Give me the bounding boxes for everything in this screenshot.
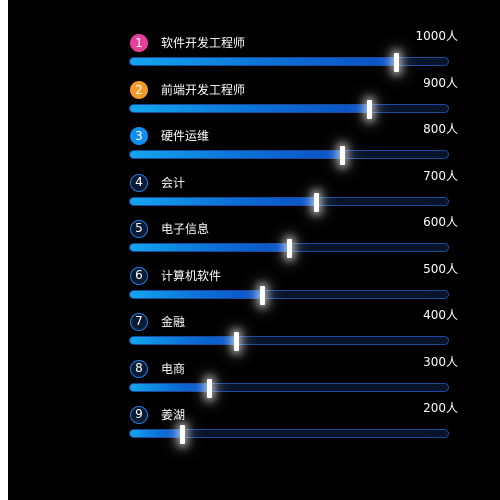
rank-badge: 2 <box>130 80 148 99</box>
bar-track <box>129 99 449 119</box>
bar-track <box>129 239 449 258</box>
bar-end-marker <box>260 285 265 305</box>
bar-track <box>129 146 449 165</box>
rank-badge: 8 <box>130 359 148 378</box>
value-label: 300人 <box>423 354 458 369</box>
category-label: 电子信息 <box>161 222 210 236</box>
value-label: 400人 <box>423 308 458 322</box>
bar-end-marker <box>314 192 319 212</box>
category-label: 电商 <box>161 361 186 376</box>
category-label: 金融 <box>161 315 186 329</box>
bar-row: 8 电商 300人 <box>8 355 500 406</box>
rank-badge: 9 <box>130 406 148 424</box>
category-label: 前端开发工程师 <box>161 82 246 97</box>
bar-fill <box>130 383 210 391</box>
bar-track <box>129 285 449 305</box>
bar-end-marker <box>207 378 212 398</box>
rank-badge: 1 <box>130 34 148 52</box>
bar-track <box>129 332 449 351</box>
value-label: 700人 <box>423 168 458 183</box>
bar-end-marker <box>180 425 185 444</box>
bar-row: 2 前端开发工程师 900人 <box>8 76 500 127</box>
bar-end-marker <box>287 239 292 258</box>
category-label: 计算机软件 <box>161 268 222 283</box>
category-label: 姜湖 <box>161 408 186 422</box>
rank-badge: 5 <box>130 220 148 238</box>
bar-track <box>129 425 449 444</box>
bar-fill <box>130 151 343 158</box>
bar-row: 5 电子信息 600人 <box>8 215 500 266</box>
bar-end-marker <box>234 332 239 351</box>
bar-row: 6 计算机软件 500人 <box>8 262 500 313</box>
bar-end-marker <box>394 53 399 72</box>
value-label: 800人 <box>423 122 458 136</box>
bar-end-marker <box>340 146 345 165</box>
chart-canvas: 1 软件开发工程师 1000人 2 前端开发工程师 900人 3 硬件运维 800人 4 会计 700… <box>8 0 500 500</box>
bar-fill <box>130 430 183 437</box>
value-label: 600人 <box>423 215 458 229</box>
bar-end-marker <box>367 99 372 119</box>
rank-badge: 4 <box>130 173 148 192</box>
value-label: 500人 <box>423 261 458 276</box>
bar-row: 9 姜湖 200人 <box>8 401 500 452</box>
bar-fill <box>130 290 263 298</box>
bar-fill <box>130 337 237 344</box>
value-label: 200人 <box>423 401 458 415</box>
category-label: 硬件运维 <box>161 129 210 143</box>
category-label: 软件开发工程师 <box>161 36 246 50</box>
bar-fill <box>130 244 290 251</box>
bar-fill <box>130 104 370 112</box>
bar-row: 1 软件开发工程师 1000人 <box>8 29 500 80</box>
rank-badge: 3 <box>130 127 148 145</box>
bar-row: 7 金融 400人 <box>8 308 500 359</box>
rank-badge: 6 <box>130 266 148 285</box>
category-label: 会计 <box>161 175 186 190</box>
bar-track <box>129 378 449 398</box>
bar-row: 4 会计 700人 <box>8 169 500 220</box>
value-label: 900人 <box>423 75 458 90</box>
rank-badge: 7 <box>130 313 148 331</box>
bar-fill <box>130 197 317 205</box>
bar-fill <box>130 58 397 65</box>
value-label: 1000人 <box>415 29 458 43</box>
bar-track <box>129 53 449 72</box>
bar-track <box>129 192 449 212</box>
bar-row: 3 硬件运维 800人 <box>8 122 500 173</box>
